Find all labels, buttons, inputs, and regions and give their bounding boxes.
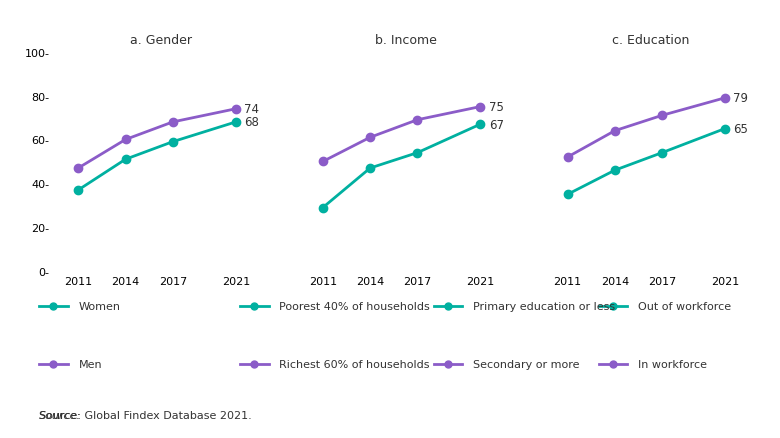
Text: Men: Men [79,360,102,369]
Text: 79: 79 [733,92,749,105]
Text: Secondary or more: Secondary or more [473,360,580,369]
Text: Poorest 40% of households: Poorest 40% of households [279,302,430,311]
Text: Richest 60% of households: Richest 60% of households [279,360,430,369]
Title: c. Education: c. Education [612,34,689,47]
Text: 68: 68 [244,116,259,129]
Text: 67: 67 [489,118,504,131]
Text: Source: Global Findex Database 2021.: Source: Global Findex Database 2021. [39,410,252,420]
Text: In workforce: In workforce [638,360,707,369]
Text: 75: 75 [489,101,504,114]
Title: a. Gender: a. Gender [130,34,192,47]
Title: b. Income: b. Income [374,34,437,47]
Text: Source:: Source: [39,410,81,420]
Text: Women: Women [79,302,120,311]
Text: Out of workforce: Out of workforce [638,302,732,311]
Text: 74: 74 [244,103,259,116]
Text: 65: 65 [733,123,748,136]
Text: Primary education or less: Primary education or less [473,302,615,311]
